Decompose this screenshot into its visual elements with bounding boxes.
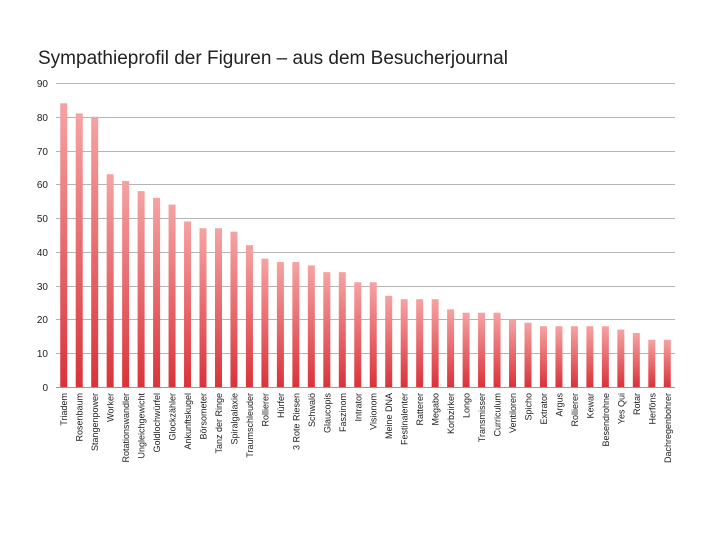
bar: [431, 299, 439, 387]
x-tick-label: Korbzirker: [446, 393, 456, 434]
y-tick-label: 70: [37, 147, 49, 158]
x-tick-label: Yes Qui: [616, 393, 626, 424]
bar: [601, 326, 609, 387]
x-tick-label: Glaucopis: [322, 393, 332, 434]
x-tick-label: Argus: [554, 393, 564, 417]
bar: [184, 221, 192, 387]
y-tick-label: 30: [37, 282, 49, 293]
x-tick-label: Meine DNA: [384, 393, 394, 439]
bar: [75, 113, 83, 388]
x-tick-label: Stangenpower: [90, 393, 100, 451]
x-tick-label: Spicho: [523, 393, 533, 421]
y-tick-label: 40: [37, 248, 49, 259]
bar: [524, 322, 532, 387]
bar: [478, 312, 486, 387]
bar: [230, 231, 238, 387]
x-tick-label: Intrator: [353, 393, 363, 422]
x-tick-label: Glockzähler: [168, 393, 178, 441]
bar: [354, 282, 362, 387]
bar: [539, 326, 547, 387]
bar: [214, 228, 222, 387]
bar: [91, 116, 99, 387]
bar: [199, 228, 207, 387]
x-tick-label: Rotationswandler: [121, 393, 131, 463]
chart-title: Sympathieprofil der Figuren – aus dem Be…: [38, 48, 508, 69]
bar: [586, 326, 594, 387]
x-tick-label: Longo: [462, 393, 472, 418]
bar: [369, 282, 377, 387]
x-tick-label: Extrator: [539, 393, 549, 425]
bar: [385, 295, 393, 387]
bar: [122, 180, 130, 387]
bar: [276, 262, 284, 387]
x-axis-labels: Triadem Rosenbaum Stangenpower Worker Rotati…: [59, 393, 673, 464]
bar: [416, 299, 424, 387]
bar: [60, 103, 68, 388]
bar: [632, 332, 640, 387]
x-tick-label: 3 Rote Riesen: [291, 393, 301, 450]
x-tick-label: Traumschleuder: [245, 393, 255, 458]
x-tick-label: Rollierer: [260, 393, 270, 427]
y-tick-label: 90: [37, 79, 49, 90]
y-tick-label: 20: [37, 315, 49, 326]
bar: [168, 204, 176, 387]
x-tick-label: Besendrohne: [601, 393, 611, 447]
y-tick-label: 0: [42, 383, 48, 394]
x-tick-label: Goldlochwürfel: [152, 393, 162, 453]
bar: [570, 326, 578, 387]
gridlines: [56, 83, 675, 388]
bars: [60, 103, 671, 388]
x-tick-label: Faszinom: [338, 393, 348, 432]
x-tick-label: Dachregenbohrer: [663, 393, 673, 463]
bar: [462, 312, 470, 387]
x-tick-label: Rosenbaum: [75, 393, 85, 442]
x-tick-label: Visionom: [369, 393, 379, 430]
bar: [338, 272, 346, 387]
x-tick-label: Kewar: [585, 393, 595, 419]
bar: [106, 174, 114, 387]
x-tick-label: Ankunftskugel: [183, 393, 193, 450]
bar: [261, 258, 269, 387]
x-tick-label: Ratterer: [415, 393, 425, 426]
x-tick-label: Rollierer: [570, 393, 580, 427]
x-tick-label: Hürfer: [276, 393, 286, 418]
y-tick-label: 50: [37, 214, 49, 225]
bar: [509, 319, 517, 387]
x-tick-label: Megabo: [431, 393, 441, 426]
bar: [307, 265, 315, 387]
x-tick-label: Schwalö: [307, 393, 317, 427]
x-tick-label: Herföns: [647, 393, 657, 425]
bar: [555, 326, 563, 387]
x-tick-label: Triadem: [59, 393, 69, 426]
bar: [292, 262, 300, 387]
y-tick-label: 10: [37, 349, 49, 360]
x-tick-label: Börsometer: [199, 393, 209, 440]
bar: [400, 299, 408, 387]
x-tick-label: Curriculum: [493, 393, 503, 437]
x-tick-label: Ungleichgewicht: [137, 393, 147, 459]
bar: [447, 309, 455, 387]
bar: [493, 312, 501, 387]
x-tick-label: Tanz der Ringe: [214, 393, 224, 454]
y-axis-ticks: 0 10 20 30 40 50 60 70 80 90: [37, 79, 49, 394]
bar: [323, 272, 331, 387]
y-tick-label: 60: [37, 180, 49, 191]
bar: [663, 339, 671, 387]
bar: [137, 191, 145, 387]
x-tick-label: Spiralgalaxie: [229, 393, 239, 445]
bar: [648, 339, 656, 387]
bar: [153, 197, 161, 387]
x-tick-label: Rotar: [632, 393, 642, 415]
x-tick-label: Ventiloren: [508, 393, 518, 433]
x-tick-label: Worker: [106, 393, 116, 422]
bar: [245, 245, 253, 387]
x-tick-label: Festinalenter: [400, 393, 410, 445]
bar: [617, 329, 625, 387]
x-tick-label: Transmisser: [477, 393, 487, 442]
y-tick-label: 80: [37, 113, 49, 124]
